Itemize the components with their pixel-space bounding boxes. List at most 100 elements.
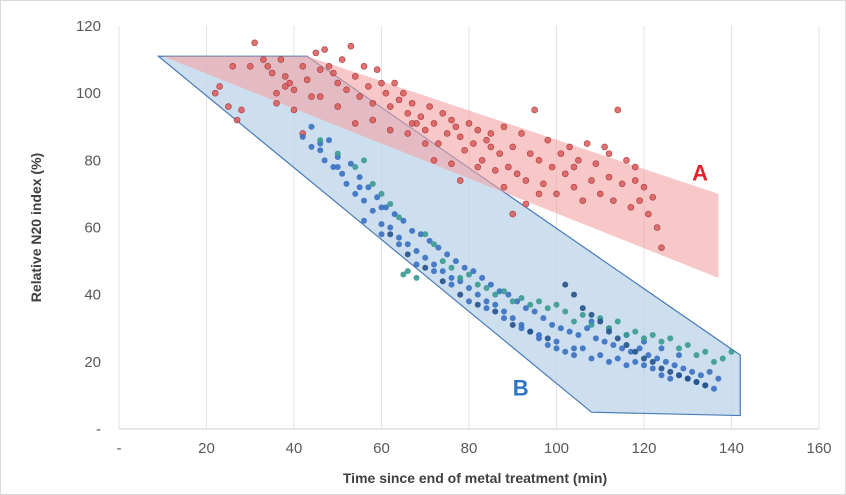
y-axis-title: Relative N20 index (%) [28,153,44,302]
data-point [491,167,499,174]
data-point [461,264,468,271]
data-point [430,120,438,127]
data-point [702,348,709,355]
data-point [465,120,473,127]
data-point [470,140,477,147]
data-points [211,39,735,392]
data-point [409,227,416,234]
data-point [588,177,595,184]
data-point [461,146,468,154]
data-point [610,342,617,349]
data-point [693,378,700,385]
data-point [404,251,411,258]
data-point [456,133,464,141]
data-point [400,217,407,224]
data-point [623,157,630,164]
data-point [290,106,298,114]
data-point [623,331,630,338]
data-point [571,291,577,298]
data-point [553,345,560,352]
data-point [448,160,455,167]
data-point [632,358,639,365]
data-point [667,375,674,382]
data-point [667,368,674,375]
data-point [422,231,429,238]
data-point [583,140,591,147]
data-point [711,358,717,365]
data-point [378,231,385,238]
data-point [330,164,337,171]
data-point [474,301,481,308]
data-point [216,83,223,90]
data-point [505,291,512,298]
data-point [334,164,341,171]
data-point [658,365,665,372]
data-point [268,69,276,77]
data-point [483,284,490,291]
data-point [457,291,464,298]
data-point [658,338,665,345]
data-point [308,143,315,150]
data-point [338,56,346,63]
data-point [715,375,722,382]
data-point [352,190,359,197]
data-point [649,193,657,201]
data-point [553,301,560,308]
data-point [706,368,713,375]
region-b-label: B [513,375,529,400]
data-point [470,268,477,275]
data-point [264,63,272,70]
data-point [408,99,416,107]
data-point [680,365,687,372]
data-point [676,372,682,379]
data-point [566,143,573,151]
data-point [290,86,298,94]
data-point [448,264,455,271]
data-point [352,164,359,171]
regions [156,55,741,417]
data-point [474,126,482,134]
data-point [334,103,342,110]
data-point [509,210,517,218]
data-point [479,274,486,281]
data-point [326,137,332,144]
data-point [566,328,573,335]
data-point [632,348,639,355]
data-point [483,136,490,144]
data-point [431,261,437,268]
data-point [299,63,307,70]
data-point [487,143,495,151]
data-point [492,308,499,315]
x-tick-label: - [117,440,122,457]
data-point [592,335,599,342]
data-point [522,177,530,184]
data-point [526,150,534,157]
data-point [553,190,560,198]
y-tick-label: 20 [84,354,101,371]
data-point [570,163,578,171]
x-tick-label: 40 [286,440,303,457]
data-point [719,355,726,362]
data-point [431,268,437,275]
data-point [439,278,446,285]
data-point [649,331,656,338]
data-point [308,123,315,130]
data-point [422,254,429,261]
data-point [251,39,258,47]
data-point [439,268,446,275]
data-point [426,103,433,110]
data-point [544,136,552,144]
data-point [588,355,595,362]
data-point [614,355,621,362]
data-point [487,281,494,288]
data-point [697,372,704,379]
data-point [316,93,324,100]
data-point [422,264,429,271]
data-point [413,274,420,281]
data-point [474,163,482,171]
data-point [684,342,691,349]
data-point [671,362,678,369]
data-point [277,56,285,63]
data-point [365,83,372,90]
data-point [356,174,363,181]
